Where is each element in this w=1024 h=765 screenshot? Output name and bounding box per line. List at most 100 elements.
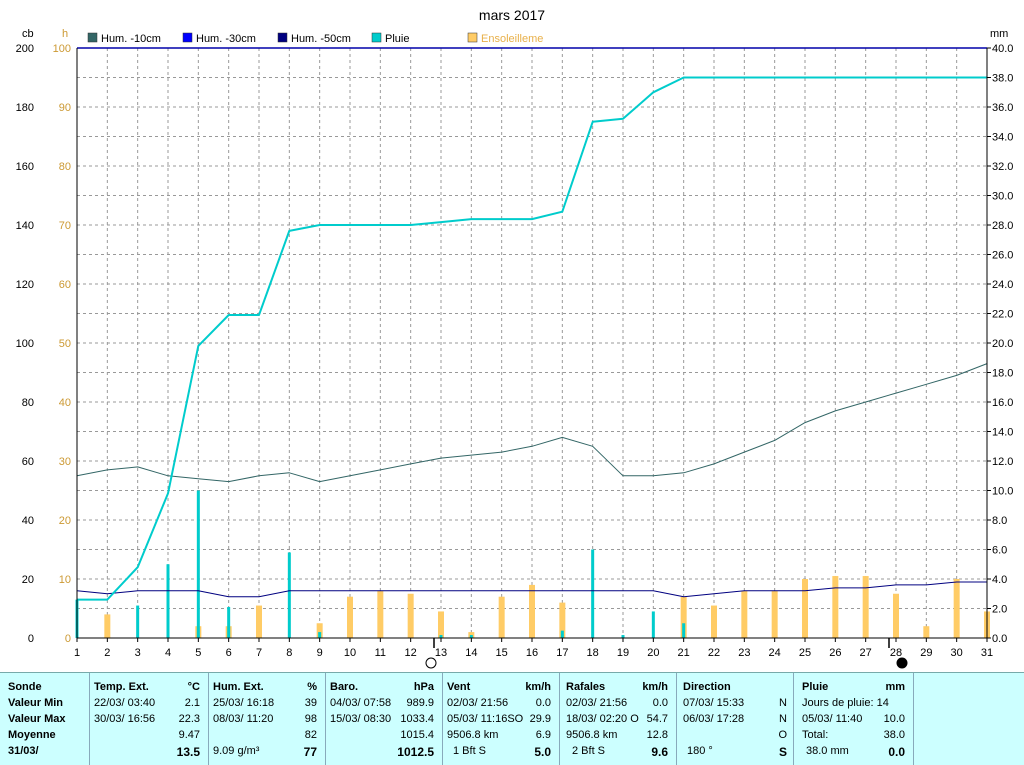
pluie-max-date: 05/03/ 11:40 <box>802 713 863 725</box>
legend-swatch <box>182 32 193 43</box>
daily-rain-bar <box>469 635 473 638</box>
temp-min-date: 22/03/ 03:40 <box>94 697 156 709</box>
vent-current: 5.0 <box>534 745 551 759</box>
sunshine-bar <box>741 590 748 638</box>
x-tick-label: 15 <box>496 647 508 659</box>
sunshine-bar <box>104 614 111 638</box>
sunshine-bar <box>680 596 687 638</box>
left-tick-label-h: 10 <box>59 574 71 586</box>
chart-title: mars 2017 <box>479 7 545 23</box>
sunshine-bar <box>498 596 505 638</box>
baro-unit: hPa <box>413 681 434 693</box>
rafales-distance: 9506.8 km <box>566 729 618 741</box>
stats-col-vent: Vent km/h 02/03/ 21:56 0.0 05/03/ 11:16SO 2… <box>443 673 560 765</box>
stats-panel: Sonde Valeur Min Valeur Max Moyenne 31/0… <box>0 672 1024 765</box>
temp-mean: 9.47 <box>178 729 200 741</box>
hum-title: Hum. Ext. <box>213 681 264 693</box>
left-tick-label-h: 80 <box>59 161 71 173</box>
daily-rain-bar <box>287 552 291 638</box>
x-tick-label: 31 <box>981 647 993 659</box>
hum-mean: 82 <box>304 729 317 741</box>
x-tick-label: 10 <box>344 647 356 659</box>
daily-rain-bar <box>196 490 200 638</box>
right-tick-label: 30.0 <box>992 191 1013 203</box>
right-tick-label: 34.0 <box>992 132 1013 144</box>
x-tick-label: 6 <box>226 647 232 659</box>
dir-min-date: 07/03/ 15:33 <box>683 697 745 709</box>
temp-title: Temp. Ext. <box>94 681 149 693</box>
temp-max-date: 30/03/ 16:56 <box>94 713 156 725</box>
rafales-unit: km/h <box>642 681 668 693</box>
baro-title: Baro. <box>330 681 359 693</box>
sunshine-bar <box>559 602 566 638</box>
x-tick-label: 5 <box>195 647 201 659</box>
dir-mean: O <box>778 729 787 741</box>
rafales-mean: 12.8 <box>646 729 668 741</box>
left-tick-label-cb: 20 <box>22 574 34 586</box>
hum-max-value: 98 <box>304 713 317 725</box>
daily-rain-bar <box>560 630 564 638</box>
left-tick-label-cb: 100 <box>16 338 34 350</box>
hum-absolute: 9.09 g/m³ <box>213 745 260 757</box>
x-tick-label: 1 <box>74 647 80 659</box>
daily-rain-bar <box>318 632 322 638</box>
x-tick-label: 23 <box>738 647 750 659</box>
left-tick-label-h: 60 <box>59 279 71 291</box>
x-tick-label: 28 <box>890 647 902 659</box>
rafales-max-date: 18/03/ 02:20 O <box>566 713 639 725</box>
left-tick-label-h: 100 <box>53 43 71 55</box>
right-tick-label: 18.0 <box>992 368 1013 380</box>
left-tick-label-cb: 160 <box>16 161 34 173</box>
sunshine-bar <box>923 626 930 638</box>
pluie-total-value: 38.0 <box>883 729 905 741</box>
right-tick-label: 12.0 <box>992 456 1013 468</box>
x-tick-label: 26 <box>829 647 841 659</box>
hum-max-date: 08/03/ 11:20 <box>213 713 274 725</box>
left-tick-label-h: 20 <box>59 515 71 527</box>
x-tick-label: 20 <box>647 647 659 659</box>
pluie-unit: mm <box>885 681 905 693</box>
sunshine-bar <box>529 584 535 638</box>
rafales-min-date: 02/03/ 21:56 <box>566 697 628 709</box>
right-tick-label: 32.0 <box>992 161 1013 173</box>
right-tick-label: 16.0 <box>992 397 1013 409</box>
vent-mean: 6.9 <box>535 729 551 741</box>
current-date: 31/03/ <box>8 745 39 757</box>
x-tick-label: 4 <box>165 647 171 659</box>
legend: Hum. -10cm Hum. -30cm Hum. -50cm Pluie Ensol… <box>87 32 543 45</box>
rafales-max-value: 54.7 <box>646 713 668 725</box>
x-tick-label: 18 <box>587 647 599 659</box>
right-tick-label: 8.0 <box>992 515 1007 527</box>
first-quarter-moon-icon <box>425 657 437 669</box>
left-tick-label-h: 70 <box>59 220 71 232</box>
sunshine-bar <box>802 579 808 638</box>
daily-rain-bar <box>227 607 231 638</box>
dir-current: S <box>778 745 787 759</box>
stats-col-rafales: Rafales km/h 02/03/ 21:56 0.0 18/03/ 02:20… <box>560 673 677 765</box>
dir-degrees: 180 ° <box>687 745 713 757</box>
vent-distance: 9506.8 km <box>447 729 499 741</box>
label-min: Valeur Min <box>8 697 64 709</box>
legend-label: Hum. -10cm <box>101 33 161 45</box>
cumulative-rain-line <box>77 76 987 601</box>
vent-min-date: 02/03/ 21:56 <box>447 697 509 709</box>
right-tick-label: 10.0 <box>992 486 1013 498</box>
lines <box>76 76 988 601</box>
daily-rain-bar <box>136 605 140 638</box>
sunshine-bar <box>377 590 384 638</box>
right-tick-label: 40.0 <box>992 43 1013 55</box>
bars <box>75 490 990 638</box>
rafales-title: Rafales <box>566 681 606 693</box>
sunshine-bar <box>862 576 869 638</box>
hum-min-value: 39 <box>304 697 317 709</box>
x-tick-label: 24 <box>769 647 781 659</box>
stats-col-hum: Hum. Ext.% 25/03/ 16:18 39 08/03/ 11:20 98… <box>209 673 326 765</box>
left-axis-unit-h: h <box>62 28 68 40</box>
last-quarter-moon-icon <box>896 657 908 669</box>
x-tick-label: 2 <box>104 647 110 659</box>
x-tick-label: 17 <box>556 647 568 659</box>
sunshine-bar <box>832 576 839 638</box>
left-tick-label-h: 40 <box>59 397 71 409</box>
baro-min-value: 989.9 <box>406 697 434 709</box>
daily-rain-bar <box>439 635 443 638</box>
